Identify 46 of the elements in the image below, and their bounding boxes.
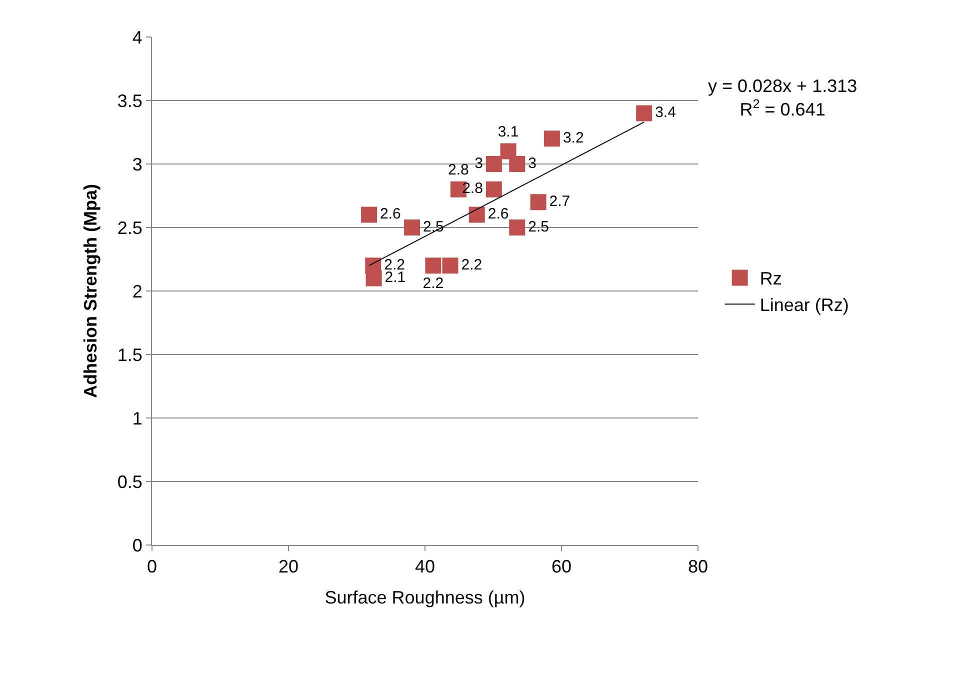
y-tick-label: 2 xyxy=(132,281,142,302)
point xyxy=(509,156,526,172)
point xyxy=(468,206,485,223)
x-tick-label: 80 xyxy=(688,556,708,577)
data-label: 3 xyxy=(474,154,483,172)
point xyxy=(361,206,378,223)
data-label: 2.2 xyxy=(422,274,444,292)
data-label: 2.6 xyxy=(380,206,401,223)
data-label: 2.7 xyxy=(549,192,570,210)
data-label: 3 xyxy=(528,154,536,172)
legend-label: Rz xyxy=(760,268,782,289)
data-label: 2.1 xyxy=(384,269,406,286)
point xyxy=(442,258,458,274)
x-tick-label: 0 xyxy=(146,556,158,577)
y-tick-label: 1.5 xyxy=(117,344,142,365)
y-axis-title: Adhesion Strength (Mpa) xyxy=(80,184,101,398)
y-tick-label: 0 xyxy=(132,535,142,556)
data-label: 3.4 xyxy=(655,104,676,121)
point xyxy=(636,105,652,122)
y-tick-label: 4 xyxy=(132,27,142,48)
y-tick-label: 3 xyxy=(132,154,142,174)
data-label: 2.6 xyxy=(488,206,509,223)
point xyxy=(544,130,560,147)
point xyxy=(530,194,546,210)
x-tick-label: 60 xyxy=(551,556,572,577)
point xyxy=(486,156,502,172)
legend-label: Linear (Rz) xyxy=(760,295,849,316)
point xyxy=(509,220,526,236)
y-tick-label: 3.5 xyxy=(117,90,142,111)
data-label: 3.2 xyxy=(562,129,584,146)
data-label: 2.2 xyxy=(461,256,482,274)
y-tick-label: 0.5 xyxy=(117,472,142,492)
data-label: 2.5 xyxy=(528,218,549,236)
point xyxy=(425,258,442,274)
y-tick-label: 1 xyxy=(132,408,142,428)
point xyxy=(486,181,502,198)
data-label: 2.5 xyxy=(423,218,444,236)
y-tick-label: 2.5 xyxy=(117,218,142,238)
point xyxy=(404,220,420,236)
x-axis-title: Surface Roughness (µm) xyxy=(324,588,526,608)
x-tick-label: 20 xyxy=(278,556,299,577)
text: y = 0.028x + 1.313 R$^{2}$ = 0.641 xyxy=(708,76,858,120)
data-label: 2.8 xyxy=(448,162,469,179)
x-tick-label: 40 xyxy=(414,556,436,577)
data-label: 3.1 xyxy=(498,124,519,141)
point xyxy=(366,270,382,286)
